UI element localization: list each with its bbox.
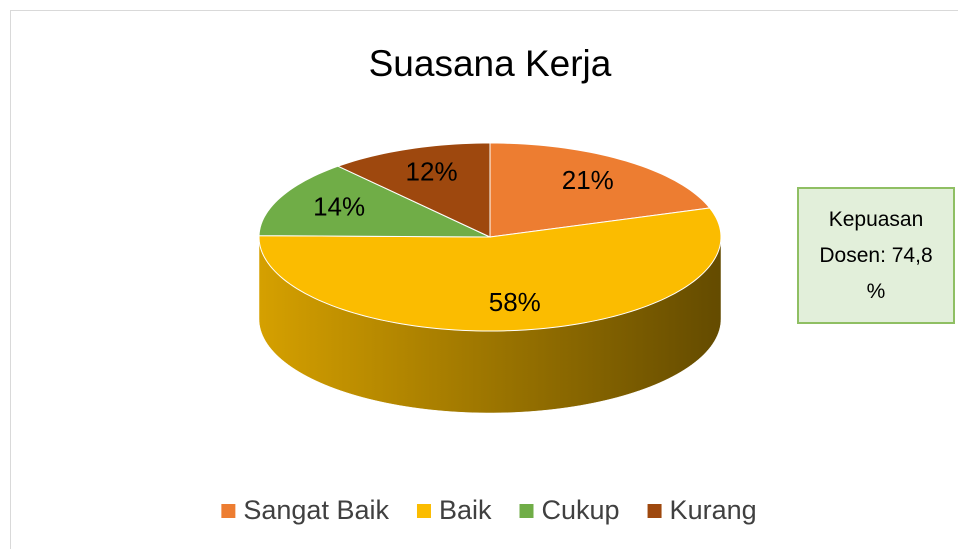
legend-swatch	[221, 504, 236, 518]
legend-swatch	[647, 504, 662, 518]
legend-label: Cukup	[542, 495, 620, 525]
legend-label: Baik	[439, 495, 492, 525]
chart-title: Suasana Kerja	[369, 43, 612, 84]
legend: Sangat Baik Baik Cukup Kurang	[221, 495, 757, 525]
legend-swatch	[519, 504, 534, 518]
slice	[258, 165, 491, 238]
data-label: 58%	[489, 287, 541, 317]
data-label: 21%	[562, 165, 614, 195]
slice	[336, 142, 491, 238]
legend-swatch	[416, 504, 431, 518]
slice	[489, 142, 711, 238]
data-label: 14%	[313, 191, 365, 221]
slice	[258, 207, 722, 332]
legend-label: Sangat Baik	[243, 495, 389, 525]
annotation: Kepuasan Dosen: 74,8 %	[797, 187, 955, 324]
data-label: 12%	[406, 157, 458, 187]
legend-label: Kurang	[670, 495, 757, 525]
